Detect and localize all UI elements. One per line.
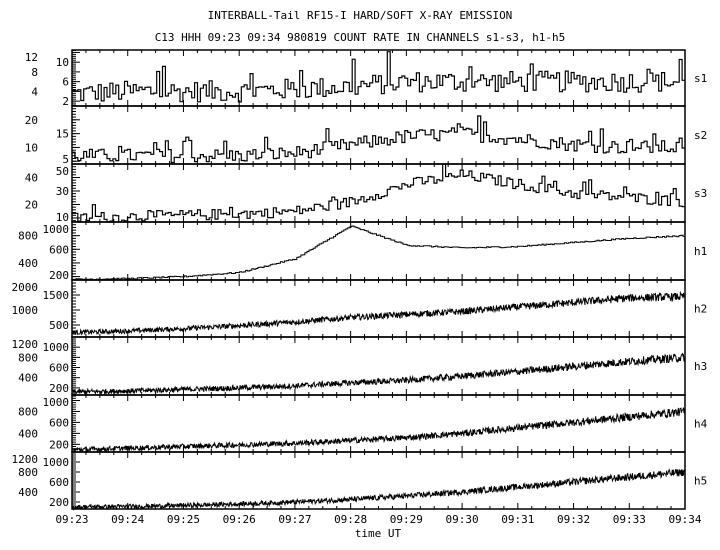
x-tick-label: 09:23 bbox=[55, 513, 88, 526]
y-tick-label-h4: 200 bbox=[49, 438, 69, 451]
series-h2 bbox=[71, 290, 685, 336]
channel-label-h3: h3 bbox=[694, 360, 707, 373]
channel-label-s3: s3 bbox=[694, 187, 707, 200]
chart-subtitle: C13 HHH 09:23 09:34 980819 COUNT RATE IN… bbox=[155, 31, 566, 44]
channel-label-h5: h5 bbox=[694, 475, 707, 488]
y-tick-label-h1: 600 bbox=[49, 243, 69, 256]
x-tick-label: 09:32 bbox=[557, 513, 590, 526]
panel-frame-s2 bbox=[71, 105, 686, 165]
y-tick-label-h2: 2000 bbox=[12, 281, 39, 294]
y-tick-label-h3: 400 bbox=[18, 372, 38, 385]
y-tick-label-h4: 1000 bbox=[43, 396, 70, 409]
y-tick-label-s1: 12 bbox=[25, 51, 38, 64]
y-tick-label-h3: 1000 bbox=[43, 341, 70, 354]
y-tick-label-h2: 1000 bbox=[12, 304, 39, 317]
chart-title: INTERBALL-Tail RF15-I HARD/SOFT X-RAY EM… bbox=[208, 9, 513, 22]
y-tick-label-s1: 6 bbox=[62, 76, 69, 89]
y-tick-label-s3: 30 bbox=[56, 185, 69, 198]
x-tick-label: 09:25 bbox=[167, 513, 200, 526]
y-tick-label-h2: 500 bbox=[49, 319, 69, 332]
y-tick-label-s1: 2 bbox=[62, 95, 69, 108]
y-tick-label-s3: 20 bbox=[25, 198, 38, 211]
series-h3 bbox=[71, 352, 685, 395]
x-tick-label: 09:30 bbox=[446, 513, 479, 526]
channel-label-h1: h1 bbox=[694, 245, 707, 258]
y-tick-label-h5: 400 bbox=[18, 486, 38, 499]
channel-label-s1: s1 bbox=[694, 72, 707, 85]
x-tick-label: 09:27 bbox=[278, 513, 311, 526]
y-tick-label-h3: 200 bbox=[49, 382, 69, 395]
series-h5 bbox=[71, 468, 685, 511]
y-tick-label-s3: 40 bbox=[25, 171, 38, 184]
panel-frame-h2 bbox=[71, 279, 686, 338]
series-s3 bbox=[72, 163, 685, 223]
y-tick-label-s3: 10 bbox=[56, 211, 69, 224]
y-tick-label-s1: 4 bbox=[31, 85, 38, 98]
y-tick-label-s3: 50 bbox=[56, 165, 69, 178]
x-tick-label: 09:34 bbox=[668, 513, 701, 526]
x-tick-label: 09:33 bbox=[613, 513, 646, 526]
y-tick-label-h1: 400 bbox=[18, 257, 38, 270]
channel-label-h2: h2 bbox=[694, 303, 707, 316]
channel-label-s2: s2 bbox=[694, 129, 707, 142]
y-tick-label-h1: 800 bbox=[18, 230, 38, 243]
y-tick-label-h4: 800 bbox=[18, 405, 38, 418]
x-tick-label: 09:28 bbox=[334, 513, 367, 526]
y-tick-label-h1: 200 bbox=[49, 269, 69, 282]
x-tick-label: 09:26 bbox=[223, 513, 256, 526]
series-h1 bbox=[72, 225, 685, 281]
y-tick-label-s2: 5 bbox=[62, 153, 69, 166]
y-tick-label-s2: 10 bbox=[25, 141, 38, 154]
y-tick-label-s1: 10 bbox=[56, 56, 69, 69]
y-tick-label-h1: 1000 bbox=[43, 223, 70, 236]
y-tick-label-h5: 1000 bbox=[43, 456, 70, 469]
series-s2 bbox=[72, 115, 685, 164]
y-tick-label-s1: 8 bbox=[31, 66, 38, 79]
x-tick-label: 09:24 bbox=[111, 513, 144, 526]
y-tick-label-h2: 1500 bbox=[43, 289, 70, 302]
panel-frame-h1 bbox=[71, 221, 686, 281]
y-tick-label-s2: 20 bbox=[25, 114, 38, 127]
y-tick-label-h3: 1200 bbox=[12, 338, 39, 351]
y-tick-label-h4: 400 bbox=[18, 427, 38, 440]
x-axis-label: time UT bbox=[355, 527, 402, 540]
y-tick-label-h5: 600 bbox=[49, 476, 69, 489]
y-tick-label-h5: 800 bbox=[18, 466, 38, 479]
y-tick-label-h3: 600 bbox=[49, 362, 69, 375]
y-tick-label-s2: 15 bbox=[56, 128, 69, 141]
x-tick-label: 09:31 bbox=[501, 513, 534, 526]
y-tick-label-h5: 1200 bbox=[12, 453, 39, 466]
panel-frame-h4 bbox=[71, 394, 686, 453]
y-tick-label-h5: 200 bbox=[49, 496, 69, 509]
x-tick-label: 09:29 bbox=[390, 513, 423, 526]
y-tick-label-h4: 600 bbox=[49, 416, 69, 429]
series-h4 bbox=[71, 407, 685, 454]
series-s1 bbox=[72, 51, 685, 103]
y-tick-label-h3: 800 bbox=[18, 351, 38, 364]
channel-label-h4: h4 bbox=[694, 418, 708, 431]
